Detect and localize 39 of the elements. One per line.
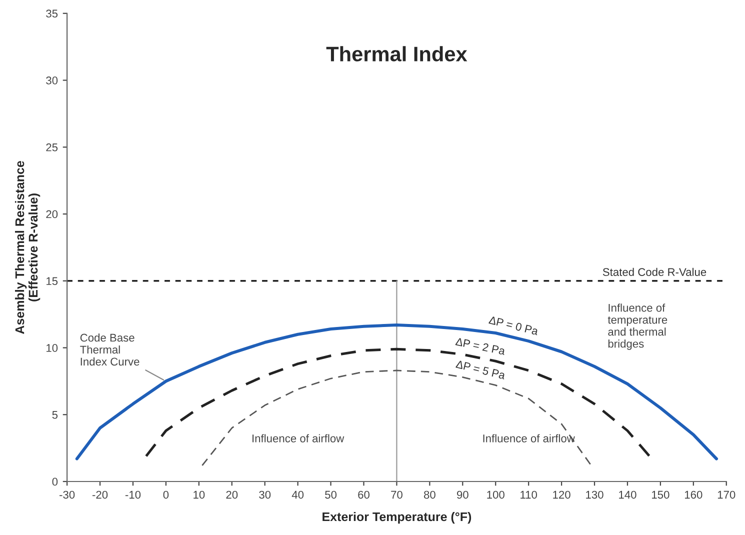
x-tick-label: 0 <box>163 490 169 499</box>
ref-line-label: Stated Code R-Value <box>602 268 706 276</box>
x-tick-label: 160 <box>684 490 702 499</box>
x-tick-label: 50 <box>325 490 337 499</box>
text: ΔP = 0 Pa <box>488 316 539 336</box>
x-tick-label: 130 <box>586 490 604 499</box>
x-tick-label: 100 <box>487 490 504 499</box>
x-tick-label: 80 <box>424 490 436 499</box>
x-tick-label: 20 <box>226 490 238 499</box>
x-tick-label: -20 <box>92 490 108 499</box>
x-tick-label: 140 <box>619 490 636 499</box>
x-tick-label: 90 <box>456 490 468 499</box>
x-tick-label: 30 <box>259 490 271 499</box>
annotation: Influence of temperature and thermal bridges <box>608 304 668 350</box>
x-tick-label: -30 <box>60 490 75 499</box>
y-tick-label: 35 <box>46 10 58 18</box>
x-tick-label: 60 <box>358 490 370 499</box>
x-tick-label: 150 <box>652 490 670 499</box>
annotation: Influence of airflow <box>252 434 344 442</box>
x-tick-label: 10 <box>194 490 205 499</box>
y-tick-label: 30 <box>46 76 58 84</box>
y-tick-label: 25 <box>46 143 58 152</box>
y-tick-label: 15 <box>46 277 58 286</box>
text: ΔP = 5 Pa <box>456 360 506 380</box>
annotation: Code Base Thermal Index Curve <box>80 333 140 366</box>
x-tick-label: -10 <box>125 490 141 499</box>
y-tick-label: 5 <box>52 411 58 419</box>
y-tick-label: 10 <box>46 344 58 352</box>
x-tick-label: 70 <box>391 490 402 499</box>
x-tick-label: 170 <box>718 490 736 499</box>
y-tick-label: 20 <box>46 210 58 218</box>
x-axis-title: Exterior Temperature (°F) <box>322 512 472 524</box>
x-tick-label: 40 <box>292 490 304 499</box>
y-axis-title: Asembly Thermal Resistance (Effective R-value) <box>14 161 40 334</box>
text: ΔP = 2 Pa <box>455 337 506 356</box>
x-tick-label: 120 <box>553 490 570 499</box>
y-tick-label: 0 <box>52 478 58 486</box>
text: Thermal Index <box>326 46 468 62</box>
x-tick-label: 110 <box>520 490 538 499</box>
